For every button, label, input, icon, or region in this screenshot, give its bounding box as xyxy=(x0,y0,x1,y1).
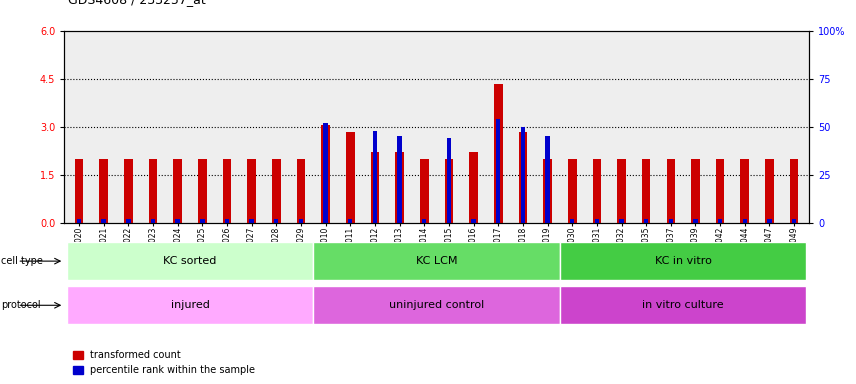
Bar xyxy=(420,159,429,223)
Bar xyxy=(496,119,501,223)
Bar xyxy=(693,219,698,223)
Bar xyxy=(544,159,552,223)
Bar xyxy=(274,219,278,223)
Text: protocol: protocol xyxy=(1,300,40,310)
Bar xyxy=(667,159,675,223)
Bar xyxy=(124,159,133,223)
Bar xyxy=(767,219,771,223)
Bar xyxy=(272,159,281,223)
Text: KC LCM: KC LCM xyxy=(416,256,457,266)
Bar xyxy=(422,219,426,223)
Bar xyxy=(126,219,130,223)
Bar xyxy=(299,219,303,223)
Bar xyxy=(642,159,651,223)
Bar xyxy=(223,159,231,223)
Bar xyxy=(397,136,401,223)
Bar xyxy=(560,286,806,324)
Bar xyxy=(691,159,700,223)
Bar xyxy=(570,219,574,223)
Text: uninjured control: uninjured control xyxy=(389,300,484,310)
Bar xyxy=(617,159,626,223)
Bar xyxy=(198,159,206,223)
Bar xyxy=(175,219,180,223)
Bar xyxy=(444,159,453,223)
Bar xyxy=(313,242,560,280)
Bar xyxy=(372,131,377,223)
Bar xyxy=(568,159,576,223)
Bar xyxy=(494,84,502,223)
Bar xyxy=(740,159,749,223)
Bar xyxy=(560,242,806,280)
Bar xyxy=(371,152,379,223)
Bar xyxy=(619,219,624,223)
Bar xyxy=(790,159,799,223)
Bar xyxy=(348,219,353,223)
Text: KC in vitro: KC in vitro xyxy=(655,256,711,266)
Bar xyxy=(792,219,796,223)
Text: cell type: cell type xyxy=(1,256,43,266)
Bar xyxy=(592,159,601,223)
Text: injured: injured xyxy=(170,300,210,310)
Bar xyxy=(472,219,476,223)
Bar xyxy=(149,159,158,223)
Text: GDS4608 / 233257_at: GDS4608 / 233257_at xyxy=(68,0,206,6)
Bar xyxy=(324,123,328,223)
Bar xyxy=(718,219,722,223)
Bar xyxy=(225,219,229,223)
Bar xyxy=(447,138,451,223)
Bar xyxy=(669,219,673,223)
Bar xyxy=(101,219,106,223)
Bar xyxy=(151,219,155,223)
Bar xyxy=(321,125,330,223)
Bar xyxy=(346,131,354,223)
Bar xyxy=(99,159,108,223)
Bar xyxy=(173,159,182,223)
Text: in vitro culture: in vitro culture xyxy=(642,300,724,310)
Bar xyxy=(67,242,313,280)
Bar xyxy=(545,136,550,223)
Text: KC sorted: KC sorted xyxy=(163,256,217,266)
Bar xyxy=(247,159,256,223)
Bar xyxy=(313,286,560,324)
Bar xyxy=(395,152,404,223)
Bar xyxy=(519,131,527,223)
Bar xyxy=(765,159,774,223)
Bar xyxy=(67,286,313,324)
Bar xyxy=(520,127,525,223)
Bar xyxy=(297,159,306,223)
Legend: transformed count, percentile rank within the sample: transformed count, percentile rank withi… xyxy=(69,346,259,379)
Bar xyxy=(595,219,599,223)
Bar xyxy=(74,159,83,223)
Bar xyxy=(743,219,747,223)
Bar xyxy=(200,219,205,223)
Bar xyxy=(469,152,478,223)
Bar xyxy=(77,219,81,223)
Bar xyxy=(249,219,254,223)
Bar xyxy=(716,159,724,223)
Bar xyxy=(644,219,648,223)
